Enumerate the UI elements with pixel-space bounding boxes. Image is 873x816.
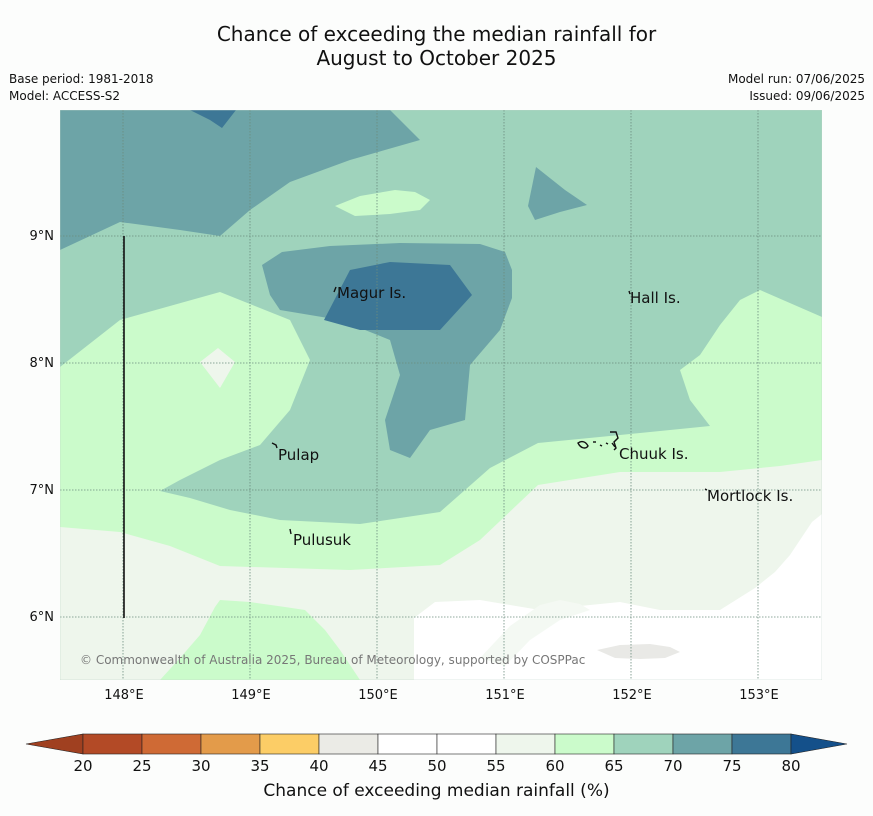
colorbar-segment [200,733,261,755]
meta-left: Base period: 1981-2018 Model: ACCESS-S2 [9,71,154,105]
place-pulusuk: Pulusuk [293,531,351,549]
place-mortlock: Mortlock Is. [707,487,794,505]
lon-label-148e: 148°E [104,688,144,703]
lat-label-8n: 8°N [29,356,55,371]
lat-label-7n: 7°N [29,483,55,498]
colorbar-tick-label: 55 [486,757,506,775]
band-55-60-patch [60,606,210,680]
colorbar-segment [554,733,615,755]
colorbar-segment [495,733,556,755]
magur-island-mark [333,286,337,293]
title-line-2: August to October 2025 [316,46,557,70]
base-period: Base period: 1981-2018 [9,72,154,86]
band-75-80-north [190,110,236,128]
band-60-65-southwest [160,600,360,680]
colorbar-under-arrow [25,733,84,755]
colorbar-segment [672,733,733,755]
colorbar-title: Chance of exceeding median rainfall (%) [263,781,610,801]
map-title: Chance of exceeding the median rainfall … [0,22,873,70]
colorbar-tick-label: 60 [545,757,565,775]
band-55-60-pocket [200,348,235,388]
colorbar-tick-label: 20 [73,757,93,775]
rainfall-map [60,110,822,680]
hall-island-mark [628,290,631,295]
colorbar-segment [613,733,674,755]
model-run: Model run: 07/06/2025 [727,72,865,86]
lon-label-152e: 152°E [612,688,652,703]
colorbar-tick-label: 25 [132,757,152,775]
pulap-island-mark [271,442,278,449]
title-line-1: Chance of exceeding the median rainfall … [216,22,657,46]
pulusuk-island-mark [289,528,292,535]
mortlock-island-mark [704,488,708,491]
colorbar-tick-label: 80 [781,757,801,775]
band-60-65-pocket [335,190,430,216]
place-hall: Hall Is. [630,289,681,307]
copyright-notice: © Commonwealth of Australia 2025, Bureau… [80,653,586,667]
colorbar-segment [259,733,320,755]
model-name: Model: ACCESS-S2 [9,89,121,103]
place-pulap: Pulap [278,446,320,464]
colorbar-tick-label: 35 [250,757,270,775]
colorbar-segment [82,733,143,755]
band-70-75-north [60,110,420,250]
colorbar [25,733,848,755]
colorbar-tick-label: 65 [604,757,624,775]
lat-label-9n: 9°N [29,229,55,244]
gridlines [60,110,822,680]
place-magur: Magur Is. [337,284,407,302]
colorbar-segment [318,733,379,755]
lon-label-151e: 151°E [485,688,525,703]
meta-right: Model run: 07/06/2025 Issued: 09/06/2025 [728,71,865,105]
band-55-60-southeast-streak [480,600,590,666]
colorbar-tick-label: 50 [427,757,447,775]
band-70-75-east [528,167,587,220]
colorbar-tick-label: 70 [663,757,683,775]
colorbar-segment [436,733,497,755]
band-75-80-magur [324,262,472,330]
colorbar-segment [731,733,792,755]
lon-label-150e: 150°E [358,688,398,703]
issued-date: Issued: 09/06/2025 [749,89,865,103]
colorbar-segment [141,733,202,755]
colorbar-tick-label: 40 [309,757,329,775]
island-marks [271,286,708,535]
band-40-45-blob [597,644,680,659]
colorbar-tick-label: 30 [191,757,211,775]
colorbar-over-arrow [790,733,848,755]
chuuk-island-mark [577,431,619,451]
place-chuuk: Chuuk Is. [619,445,689,463]
lon-label-149e: 149°E [231,688,271,703]
colorbar-tick-label: 75 [722,757,742,775]
lat-label-6n: 6°N [29,610,55,625]
lon-label-153e: 153°E [739,688,779,703]
colorbar-segment [377,733,438,755]
colorbar-tick-label: 45 [368,757,388,775]
